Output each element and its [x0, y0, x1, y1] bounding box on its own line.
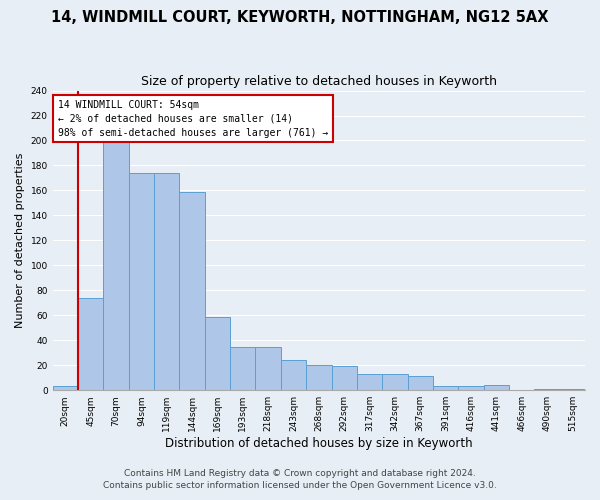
- Bar: [78, 298, 103, 390]
- Bar: [306, 365, 332, 390]
- Bar: [154, 173, 179, 390]
- Bar: [205, 316, 230, 390]
- Bar: [484, 385, 509, 390]
- Bar: [433, 386, 458, 390]
- Bar: [458, 386, 484, 390]
- Title: Size of property relative to detached houses in Keyworth: Size of property relative to detached ho…: [141, 75, 497, 88]
- Y-axis label: Number of detached properties: Number of detached properties: [15, 152, 25, 328]
- Bar: [256, 346, 281, 390]
- Text: Contains HM Land Registry data © Crown copyright and database right 2024.
Contai: Contains HM Land Registry data © Crown c…: [103, 469, 497, 490]
- Bar: [103, 142, 129, 390]
- Bar: [407, 376, 433, 390]
- Bar: [382, 374, 407, 390]
- Bar: [332, 366, 357, 390]
- Text: 14, WINDMILL COURT, KEYWORTH, NOTTINGHAM, NG12 5AX: 14, WINDMILL COURT, KEYWORTH, NOTTINGHAM…: [51, 10, 549, 25]
- Bar: [281, 360, 306, 390]
- Text: 14 WINDMILL COURT: 54sqm
← 2% of detached houses are smaller (14)
98% of semi-de: 14 WINDMILL COURT: 54sqm ← 2% of detache…: [58, 100, 328, 138]
- Bar: [179, 192, 205, 390]
- Bar: [560, 389, 585, 390]
- Bar: [357, 374, 382, 390]
- Bar: [53, 386, 78, 390]
- Bar: [129, 173, 154, 390]
- Bar: [535, 389, 560, 390]
- Bar: [230, 346, 256, 390]
- X-axis label: Distribution of detached houses by size in Keyworth: Distribution of detached houses by size …: [165, 437, 473, 450]
